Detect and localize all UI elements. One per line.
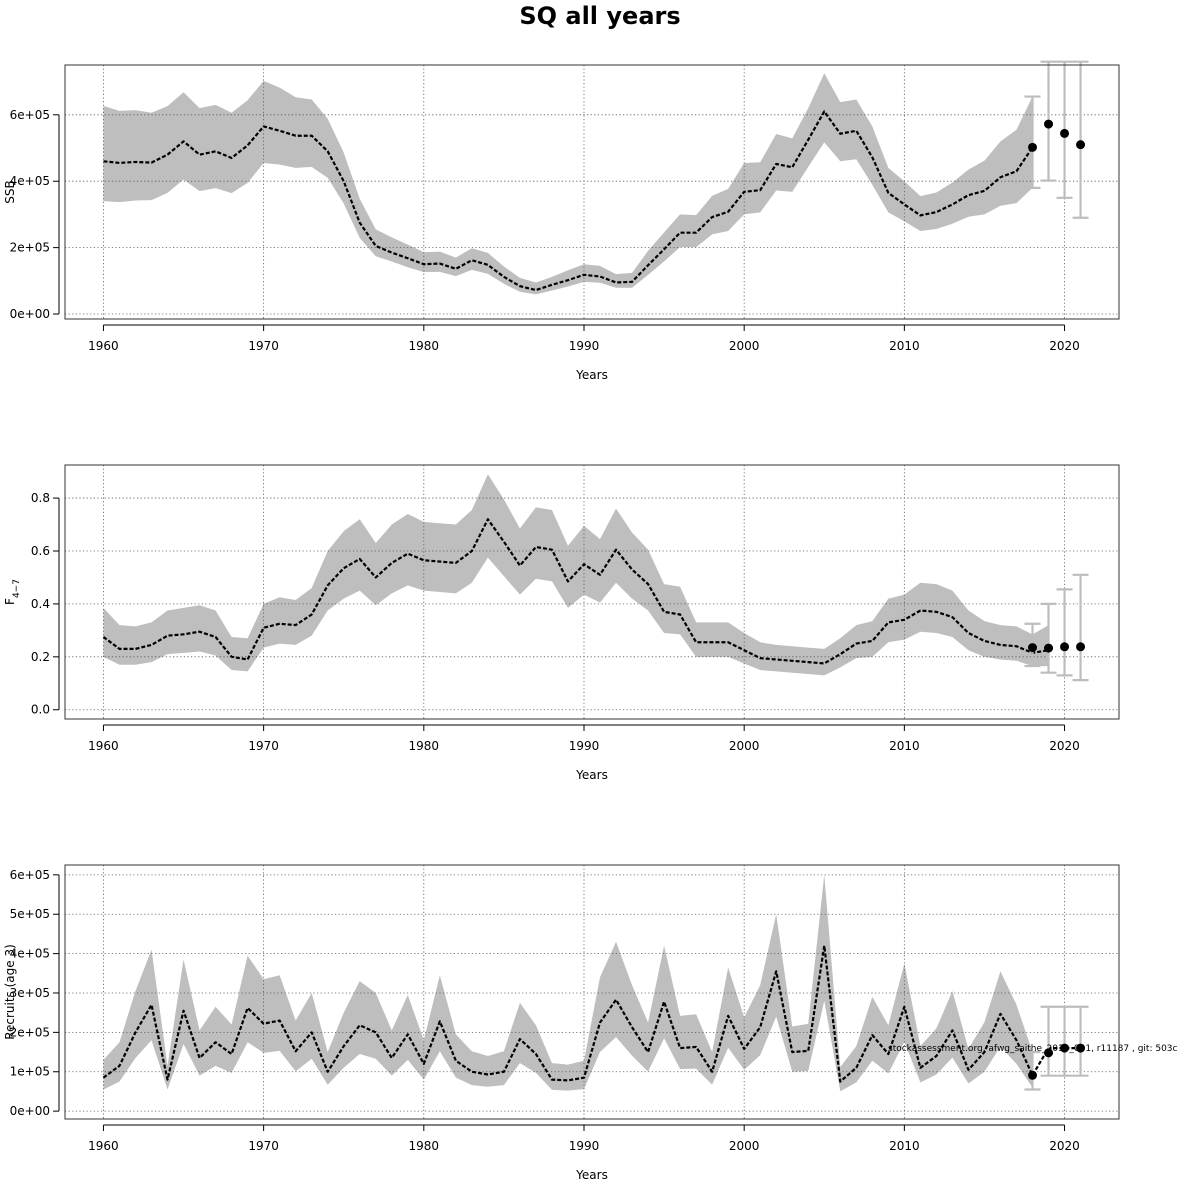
ssb-plot-frame: [64, 64, 1120, 320]
y-tick-label: 0.4: [31, 597, 50, 611]
forecast-point: [1076, 642, 1086, 652]
x-tick-label: 1970: [248, 1139, 279, 1153]
forecast-2019: [1040, 60, 1057, 182]
fbar-estimate-line: [102, 518, 1049, 665]
x-tick-label: 2010: [889, 739, 920, 753]
forecast-2021: [1072, 60, 1089, 219]
y-tick-label: 4e+05: [10, 947, 50, 961]
x-tick-label: 2020: [1049, 1139, 1080, 1153]
y-axis-label: F4−7: [3, 579, 22, 605]
x-tick-label: 1970: [248, 739, 279, 753]
y-tick-label: 0.8: [31, 491, 50, 505]
forecast-point: [1044, 643, 1054, 653]
x-tick-label: 2000: [729, 739, 760, 753]
rec-estimate-line: [102, 944, 1081, 1083]
forecast-2019: [1040, 1005, 1057, 1077]
y-tick-label: 2e+05: [10, 1025, 50, 1039]
forecast-point: [1076, 140, 1086, 150]
x-tick-label: 1990: [569, 739, 600, 753]
y-tick-label: 0.6: [31, 544, 50, 558]
x-axis-label: Years: [575, 1168, 608, 1182]
rec-plot-frame: [64, 864, 1120, 1120]
x-tick-label: 2000: [729, 1139, 760, 1153]
ssb-estimate-line: [103, 110, 1034, 292]
forecast-point: [1044, 1048, 1054, 1058]
fbar-confidence-band: [103, 474, 1049, 676]
panel-rec: 1960 1970 1980 1990 2000 2010 2020 Years 0e+00 1e…: [3, 864, 1120, 1182]
forecast-point: [1028, 643, 1038, 653]
forecast-point: [1060, 642, 1070, 652]
source-note: stockassessment.org, afwg_saithe_2019_00…: [888, 1044, 1178, 1054]
x-axis-label: Years: [575, 368, 608, 382]
x-tick-label: 1980: [409, 739, 440, 753]
x-tick-label: 2010: [889, 1139, 920, 1153]
x-tick-label: 2020: [1049, 339, 1080, 353]
forecast-2021: [1072, 573, 1089, 682]
x-axis-label: Years: [575, 768, 608, 782]
x-tick-label: 1970: [248, 339, 279, 353]
forecast-point: [1028, 142, 1038, 152]
x-tick-label: 2000: [729, 339, 760, 353]
x-tick-label: 1960: [88, 739, 119, 753]
x-tick-label: 1990: [569, 339, 600, 353]
forecast-point: [1060, 128, 1070, 138]
chart-title: SQ all years: [519, 2, 680, 30]
forecast-2021: [1072, 1005, 1089, 1077]
y-tick-label: 0.2: [31, 650, 50, 664]
x-tick-label: 2010: [889, 339, 920, 353]
y-tick-label: 0.0: [31, 703, 50, 717]
panel-fbar: 1960 1970 1980 1990 2000 2010 2020 Years 0.0 0.2 0…: [3, 464, 1120, 782]
y-tick-label: 2e+05: [10, 241, 50, 255]
forecast-2020: [1056, 60, 1073, 199]
x-tick-label: 1980: [409, 1139, 440, 1153]
panel-ssb: 1960 1970 1980 1990 2000 2010 2020 Years 0e+00 2e…: [3, 60, 1120, 382]
forecast-point: [1028, 1070, 1038, 1080]
forecast-2020: [1056, 1005, 1073, 1077]
forecast-2020: [1056, 588, 1073, 677]
y-tick-label: 3e+05: [10, 986, 50, 1000]
x-tick-label: 1990: [569, 1139, 600, 1153]
y-axis-label: SSB: [3, 180, 17, 203]
fbar-plot-frame: [64, 464, 1120, 720]
x-tick-label: 1960: [88, 339, 119, 353]
forecast-point: [1060, 1043, 1070, 1053]
rec-confidence-band: [103, 874, 1033, 1092]
y-tick-label: 6e+05: [10, 868, 50, 882]
y-axis-label-subscript: 4−7: [12, 579, 22, 598]
forecast-point: [1044, 119, 1054, 129]
y-tick-label: 6e+05: [10, 108, 50, 122]
y-tick-label: 0e+00: [10, 307, 50, 321]
y-tick-label: 5e+05: [10, 907, 50, 921]
y-tick-label: 1e+05: [10, 1065, 50, 1079]
x-tick-label: 1980: [409, 339, 440, 353]
y-tick-label: 4e+05: [10, 174, 50, 188]
x-tick-label: 2020: [1049, 739, 1080, 753]
forecast-2018: [1024, 1050, 1041, 1091]
ssb-confidence-band: [103, 73, 1033, 295]
y-tick-label: 0e+00: [10, 1104, 50, 1118]
forecast-point: [1076, 1043, 1086, 1053]
forecast-2018: [1024, 95, 1041, 189]
forecast-2019: [1040, 602, 1057, 674]
x-tick-label: 1960: [88, 1139, 119, 1153]
y-axis-label: Recruits (age 3): [3, 944, 17, 1040]
forecast-2018: [1024, 622, 1041, 668]
